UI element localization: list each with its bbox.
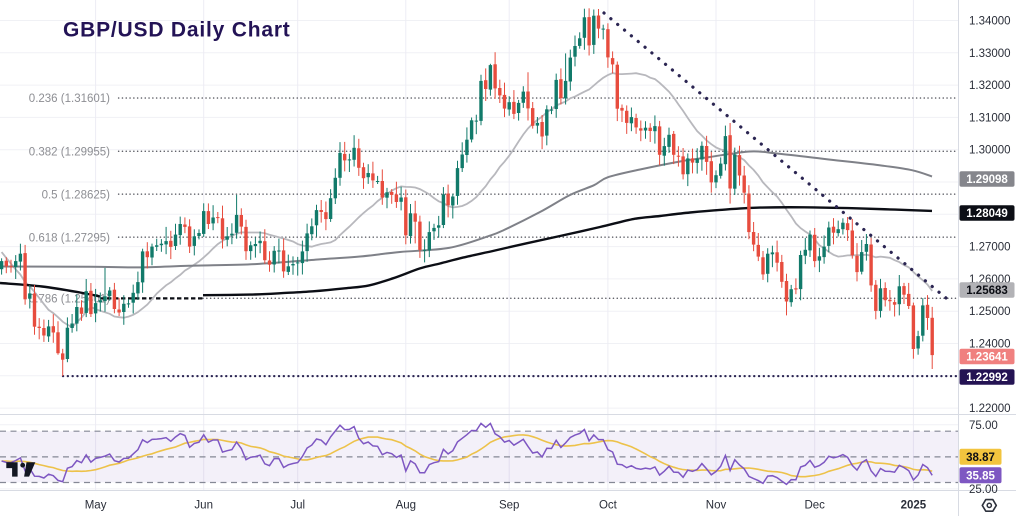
svg-text:0.236 (1.31601): 0.236 (1.31601) [29, 93, 110, 105]
svg-text:Aug: Aug [396, 500, 416, 512]
svg-text:1.25000: 1.25000 [969, 306, 1011, 318]
svg-text:Nov: Nov [706, 500, 727, 512]
svg-text:38.87: 38.87 [966, 452, 995, 464]
svg-text:Jul: Jul [290, 500, 305, 512]
svg-text:1.22000: 1.22000 [969, 403, 1011, 415]
svg-text:75.00: 75.00 [969, 420, 998, 432]
svg-text:1.29098: 1.29098 [966, 174, 1008, 186]
svg-text:0.618 (1.27295): 0.618 (1.27295) [29, 232, 110, 244]
svg-text:1.31000: 1.31000 [969, 112, 1011, 124]
svg-text:Jun: Jun [194, 500, 213, 512]
svg-text:25.00: 25.00 [969, 484, 998, 496]
svg-text:1.33000: 1.33000 [969, 48, 1011, 60]
svg-text:1.25683: 1.25683 [966, 285, 1008, 297]
svg-text:1.23641: 1.23641 [966, 352, 1008, 364]
svg-text:1.34000: 1.34000 [969, 16, 1011, 28]
svg-text:1.28049: 1.28049 [966, 208, 1008, 220]
svg-text:0.382 (1.29955): 0.382 (1.29955) [29, 146, 110, 158]
svg-text:1.32000: 1.32000 [969, 80, 1011, 92]
svg-text:May: May [85, 500, 107, 512]
svg-text:2025: 2025 [901, 500, 927, 512]
svg-text:1.27000: 1.27000 [969, 242, 1011, 254]
svg-text:1.22992: 1.22992 [966, 372, 1008, 384]
svg-text:1.24000: 1.24000 [969, 339, 1011, 351]
svg-text:Dec: Dec [804, 500, 825, 512]
svg-text:Oct: Oct [599, 500, 618, 512]
svg-text:35.85: 35.85 [966, 470, 995, 482]
svg-text:Sep: Sep [499, 500, 519, 512]
svg-text:0.5 (1.28625): 0.5 (1.28625) [42, 189, 111, 201]
svg-text:GBP/USD Daily Chart: GBP/USD Daily Chart [63, 18, 291, 41]
svg-text:1.30000: 1.30000 [969, 145, 1011, 157]
